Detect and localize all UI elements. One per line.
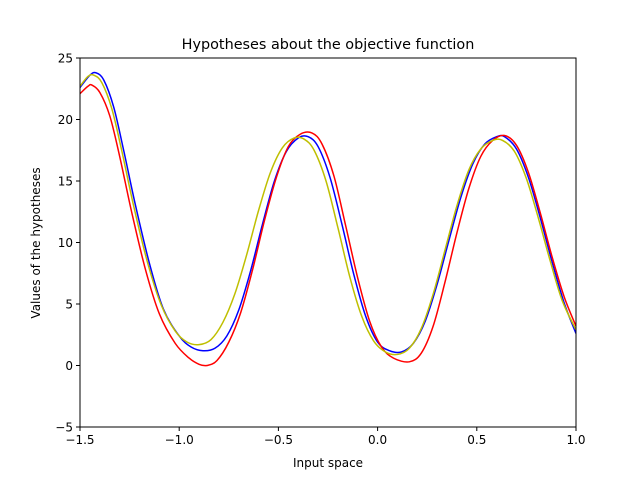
y-tick-label-4: 15 — [58, 175, 73, 189]
x-tick-label-4: 0.5 — [467, 433, 486, 447]
y-tick-label-0: −5 — [55, 421, 73, 435]
series-line-3 — [80, 73, 576, 356]
x-tick-label-5: 1.0 — [566, 433, 585, 447]
plot-frame — [79, 57, 577, 428]
x-tick-label-2: −0.5 — [264, 433, 293, 447]
chart-title: Hypotheses about the objective function — [182, 37, 475, 53]
plot-area — [80, 71, 576, 367]
y-tick-label-2: 5 — [65, 298, 73, 312]
x-axis: −1.5 −1.0 −0.5 0.0 0.5 1.0 — [65, 427, 586, 447]
x-tick-label-1: −1.0 — [165, 433, 194, 447]
y-axis-label: Values of the hypotheses — [29, 167, 43, 318]
x-tick-label-3: 0.0 — [368, 433, 387, 447]
y-tick-label-1: 0 — [65, 359, 73, 373]
y-tick-label-5: 20 — [58, 113, 73, 127]
y-tick-label-6: 25 — [58, 52, 73, 66]
series-group — [80, 71, 576, 367]
y-tick-label-3: 10 — [58, 236, 73, 250]
x-tick-label-0: −1.5 — [65, 433, 94, 447]
series-line-1 — [80, 71, 576, 354]
y-axis: −5 0 5 10 15 20 25 — [55, 52, 80, 435]
x-axis-label: Input space — [293, 456, 363, 470]
